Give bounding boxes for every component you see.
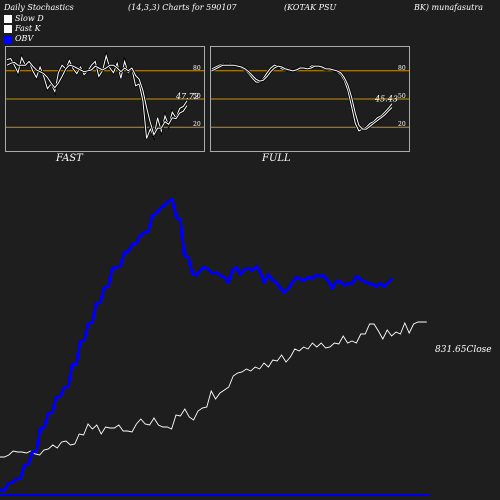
full-tick-20: 20 (398, 121, 406, 128)
legend-obv: OBV (4, 34, 33, 43)
close-line (0, 321, 427, 458)
fast-tick-80: 80 (193, 65, 201, 72)
full-tick-80: 80 (398, 65, 406, 72)
obv-line (0, 197, 394, 492)
legend-fast-k: Fast K (4, 24, 41, 33)
close-end-word: Close (467, 345, 492, 355)
fast-panel-label: FAST (56, 153, 83, 164)
fast-tick-50: 50 (193, 93, 201, 100)
legend-label-slow-d: Slow D (15, 14, 44, 23)
close-end-label: 831.65Close (435, 345, 492, 355)
legend-slow-d: Slow D (4, 14, 44, 23)
fast-series-1 (6, 60, 188, 136)
legend-swatch-fast-k (4, 24, 12, 33)
legend-label-obv: OBV (15, 34, 34, 43)
fast-series-0 (6, 53, 188, 139)
fast-stochastic-panel: 80 50 20 47.72 (5, 46, 205, 152)
legend-swatch-slow-d (4, 14, 12, 23)
symbol-part1: (KOTAK PSU (284, 3, 337, 12)
full-end-label: 45.43 (374, 95, 398, 104)
symbol-part2: BK) munafasutra (414, 3, 483, 12)
legend-swatch-obv (4, 34, 12, 43)
full-stochastic-panel: 80 50 20 45.43 (210, 46, 410, 152)
full-panel-label: FULL (262, 153, 291, 164)
chart-title: Daily Stochastics (4, 3, 74, 12)
fast-tick-20: 20 (193, 121, 201, 128)
chart-params: (14,3,3) Charts for 590107 (128, 3, 237, 12)
fast-end-label: 47.72 (175, 92, 199, 101)
close-end-value: 831.65 (435, 345, 467, 355)
full-series-1 (211, 64, 393, 130)
legend-label-fast-k: Fast K (15, 24, 41, 33)
full-tick-50: 50 (398, 93, 406, 100)
